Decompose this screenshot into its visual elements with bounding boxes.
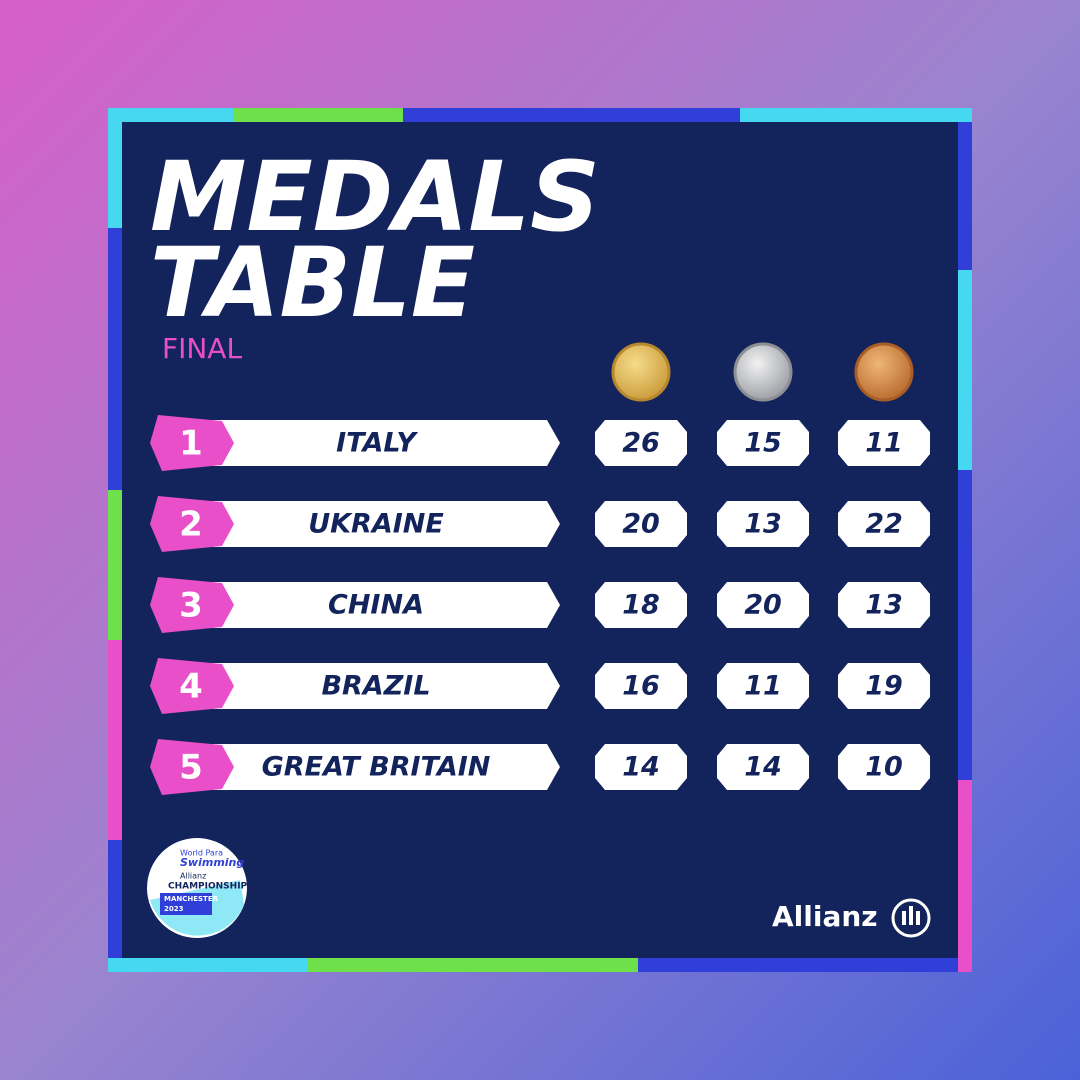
- gold-count: 18: [622, 590, 660, 621]
- rank: 3: [179, 586, 203, 626]
- logo-text: CHAMPIONSHIPS: [168, 882, 254, 892]
- bronze-count: 11: [865, 428, 903, 459]
- rank: 4: [179, 667, 203, 707]
- gold-count: 14: [622, 752, 660, 783]
- frame-strip: [108, 640, 122, 840]
- count-box: [595, 501, 687, 547]
- silver-count: 20: [744, 590, 782, 621]
- frame-strip: [958, 780, 972, 972]
- count-box: [595, 744, 687, 790]
- frame-strip: [108, 958, 308, 972]
- silver-count: 14: [744, 752, 782, 783]
- silver-count: 15: [744, 428, 782, 459]
- frame-strip: [740, 108, 972, 122]
- rank-badge: [150, 658, 234, 714]
- count-box: [838, 663, 930, 709]
- subtitle: FINAL: [162, 332, 242, 365]
- logo-box: [160, 893, 212, 915]
- sponsor-icon-bar: [916, 911, 920, 925]
- bronze-count: 19: [865, 671, 903, 702]
- count-box: [717, 744, 809, 790]
- count-box: [717, 663, 809, 709]
- count-box: [717, 582, 809, 628]
- logo-text: Swimming: [180, 856, 244, 869]
- country-banner: [210, 501, 560, 547]
- logo-text: MANCHESTER: [164, 895, 219, 903]
- country: ITALY: [336, 428, 418, 459]
- frame-strip: [108, 490, 122, 640]
- sponsor-icon-ring: [891, 898, 931, 938]
- count-box: [838, 501, 930, 547]
- sponsor-icon: [891, 898, 931, 938]
- count-box: [717, 501, 809, 547]
- count-box: [595, 663, 687, 709]
- count-box: [595, 582, 687, 628]
- country: UKRAINE: [308, 509, 444, 540]
- frame-strip: [958, 270, 972, 470]
- frame-strip: [233, 108, 403, 122]
- count-box: [717, 420, 809, 466]
- gold-count: 20: [622, 509, 660, 540]
- event-logo: World Para Swimming Allianz CHAMPIONSHIP…: [147, 838, 254, 938]
- frame-strip: [308, 958, 638, 972]
- country: CHINA: [328, 590, 424, 621]
- silver-count: 11: [744, 671, 782, 702]
- rank: 1: [179, 424, 203, 464]
- rank-badge: [150, 577, 234, 633]
- logo-text: World Para: [180, 849, 223, 858]
- gold-medal-icon: [611, 342, 671, 402]
- logo-text: 2023: [164, 905, 184, 913]
- logo-text: Allianz: [180, 872, 206, 881]
- country-banner: [210, 744, 560, 790]
- medal-rows: 1 ITALY 26 15 11 2 UKRAINE 20 13 22 3 CHINA 18 20 13 4 B…: [150, 415, 930, 795]
- country-banner: [210, 420, 560, 466]
- bronze-count: 22: [865, 509, 903, 540]
- count-box: [838, 420, 930, 466]
- frame-strip: [108, 108, 122, 228]
- country-banner: [210, 582, 560, 628]
- rank: 5: [179, 748, 203, 788]
- count-box: [838, 744, 930, 790]
- gold-count: 16: [622, 671, 660, 702]
- bronze-medal-icon: [854, 342, 914, 402]
- bronze-count: 13: [865, 590, 903, 621]
- count-box: [838, 582, 930, 628]
- sponsor-icon-bar: [909, 906, 913, 925]
- rank-badge: [150, 496, 234, 552]
- country-banner: [210, 663, 560, 709]
- silver-count: 13: [744, 509, 782, 540]
- title-line: TABLE: [150, 227, 475, 339]
- rank-badge: [150, 739, 234, 795]
- sponsor-icon-bar: [902, 911, 906, 925]
- title-line: MEDALS: [150, 141, 600, 253]
- count-box: [595, 420, 687, 466]
- frame-strip: [108, 108, 233, 122]
- rank: 2: [179, 505, 203, 545]
- sponsor-name: Allianz: [772, 900, 878, 933]
- bronze-count: 10: [865, 752, 903, 783]
- country: GREAT BRITAIN: [262, 752, 491, 783]
- country: BRAZIL: [321, 671, 430, 702]
- silver-medal-icon: [733, 342, 793, 402]
- rank-badge: [150, 415, 234, 471]
- gold-count: 26: [622, 428, 660, 459]
